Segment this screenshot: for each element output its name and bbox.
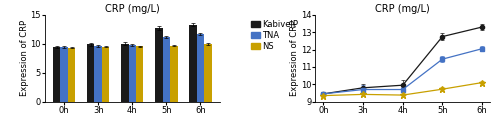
Bar (155, 28, 162, 102)
Bar (53, 47, 60, 102)
Bar (60, 47, 68, 102)
Bar (136, 46, 143, 102)
Bar (162, 37, 170, 102)
Bar (189, 25, 196, 102)
Title: CRP (mg/L): CRP (mg/L) (105, 4, 160, 14)
Bar (128, 45, 136, 102)
Bar (121, 44, 128, 102)
Bar (102, 47, 110, 102)
Bar (196, 34, 204, 102)
Bar (94, 46, 102, 102)
Y-axis label: Expression of CRP: Expression of CRP (290, 20, 300, 96)
Bar (170, 46, 177, 102)
Bar (204, 44, 212, 102)
Legend: KabivelP, TNA, NS: KabivelP, TNA, NS (250, 19, 299, 52)
Y-axis label: Expression of CRP: Expression of CRP (20, 20, 29, 96)
Bar (87, 44, 94, 102)
Bar (68, 48, 76, 102)
Title: CRP (mg/L): CRP (mg/L) (376, 4, 430, 14)
